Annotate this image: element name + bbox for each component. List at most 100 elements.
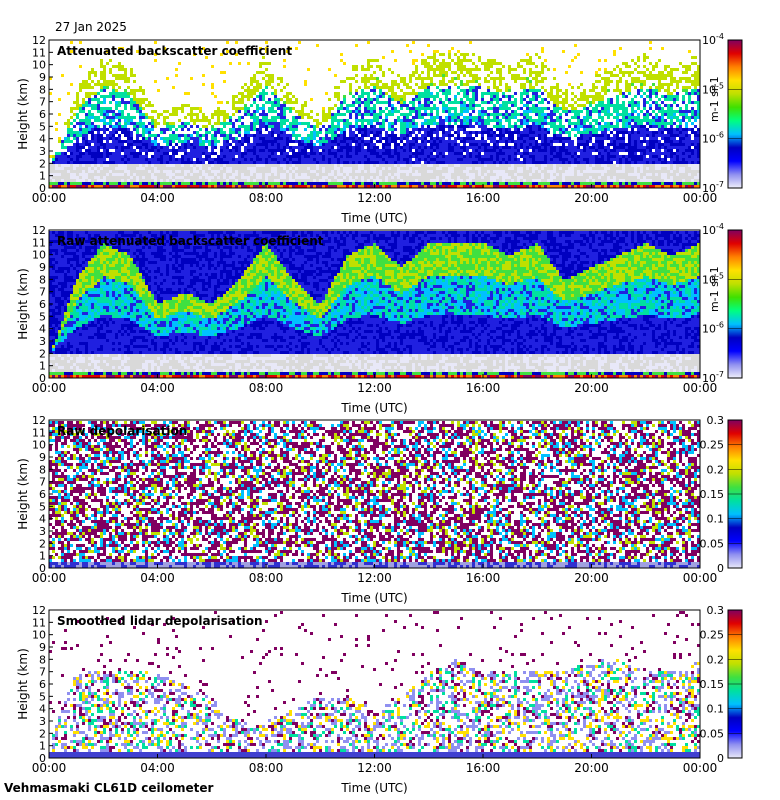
heatmap-cell	[61, 164, 64, 167]
heatmap-cell	[109, 59, 112, 62]
heatmap-cell	[109, 158, 112, 161]
heatmap-cell	[76, 167, 79, 170]
heatmap-cell	[190, 161, 193, 164]
heatmap-cell	[172, 176, 175, 179]
heatmap-cell	[142, 122, 145, 125]
heatmap-cell	[163, 122, 166, 125]
heatmap-cell	[103, 122, 106, 125]
heatmap-cell	[199, 167, 202, 170]
heatmap-cell	[82, 173, 85, 176]
heatmap-cell	[79, 167, 82, 170]
heatmap-cell	[109, 134, 112, 137]
heatmap-cell	[202, 161, 205, 164]
heatmap-cell	[130, 116, 133, 119]
heatmap-cell	[160, 164, 163, 167]
heatmap-cell	[178, 125, 181, 128]
heatmap-cell	[121, 158, 124, 161]
heatmap-cell	[82, 140, 85, 143]
heatmap-cell	[160, 146, 163, 149]
heatmap-cell	[208, 143, 211, 146]
heatmap-cell	[94, 140, 97, 143]
heatmap-cell	[103, 98, 106, 101]
heatmap-cell	[169, 122, 172, 125]
heatmap-cell	[88, 74, 91, 77]
heatmap-cell	[166, 122, 169, 125]
heatmap-cell	[208, 167, 211, 170]
heatmap-cell	[160, 176, 163, 179]
heatmap-cell	[172, 173, 175, 176]
heatmap-cell	[136, 158, 139, 161]
heatmap-cell	[211, 161, 214, 164]
heatmap-cell	[148, 128, 151, 131]
heatmap-cell	[175, 164, 178, 167]
heatmap-cell	[58, 98, 61, 101]
heatmap-cell	[130, 98, 133, 101]
heatmap-cell	[211, 134, 214, 137]
heatmap-cell	[88, 119, 91, 122]
heatmap-cell	[100, 134, 103, 137]
heatmap-cell	[139, 179, 142, 182]
heatmap-cell	[94, 71, 97, 74]
heatmap-cell	[163, 164, 166, 167]
heatmap-cell	[172, 170, 175, 173]
heatmap-cell	[61, 74, 64, 77]
heatmap-cell	[202, 119, 205, 122]
heatmap-cell	[76, 164, 79, 167]
heatmap-cell	[154, 167, 157, 170]
heatmap-cell	[211, 92, 214, 95]
heatmap-cell	[181, 110, 184, 113]
heatmap-cell	[136, 122, 139, 125]
heatmap-cell	[139, 86, 142, 89]
heatmap-cell	[181, 128, 184, 131]
heatmap-cell	[157, 152, 160, 155]
heatmap-cell	[145, 137, 148, 140]
heatmap-cell	[91, 155, 94, 158]
heatmap-cell	[61, 176, 64, 179]
heatmap-cell	[127, 170, 130, 173]
heatmap-cell	[112, 95, 115, 98]
heatmap-cell	[202, 83, 205, 86]
heatmap-cell	[148, 146, 151, 149]
heatmap-cell	[196, 116, 199, 119]
heatmap-cell	[166, 143, 169, 146]
heatmap-cell	[124, 170, 127, 173]
heatmap-cell	[100, 65, 103, 68]
heatmap-cell	[205, 131, 208, 134]
heatmap-cell	[82, 86, 85, 89]
heatmap-cell	[79, 164, 82, 167]
heatmap-cell	[127, 128, 130, 131]
heatmap-cell	[214, 164, 217, 167]
heatmap-cell	[88, 113, 91, 116]
heatmap-cell	[148, 140, 151, 143]
heatmap-cell	[103, 152, 106, 155]
heatmap-cell	[157, 164, 160, 167]
heatmap-cell	[196, 137, 199, 140]
heatmap-cell	[136, 170, 139, 173]
figure-svg: Attenuated backscatter coefficient012345…	[0, 0, 780, 800]
heatmap-cell	[115, 149, 118, 152]
heatmap-cell	[73, 155, 76, 158]
heatmap-cell	[109, 71, 112, 74]
heatmap-cell	[130, 71, 133, 74]
heatmap-cell	[151, 104, 154, 107]
heatmap-cell	[79, 134, 82, 137]
heatmap-cell	[124, 74, 127, 77]
heatmap-cell	[202, 158, 205, 161]
heatmap-cell	[151, 119, 154, 122]
heatmap-cell	[58, 137, 61, 140]
heatmap-cell	[88, 98, 91, 101]
heatmap-cell	[172, 146, 175, 149]
heatmap-cell	[202, 167, 205, 170]
heatmap-cell	[121, 146, 124, 149]
heatmap-cell	[109, 182, 112, 185]
heatmap-cell	[154, 149, 157, 152]
heatmap-cell	[190, 113, 193, 116]
heatmap-cell	[88, 131, 91, 134]
heatmap-cell	[121, 98, 124, 101]
heatmap-cell	[85, 116, 88, 119]
heatmap-cell	[124, 101, 127, 104]
heatmap-cell	[127, 182, 130, 185]
heatmap-cell	[154, 134, 157, 137]
heatmap-cell	[190, 107, 193, 110]
heatmap-cell	[121, 170, 124, 173]
